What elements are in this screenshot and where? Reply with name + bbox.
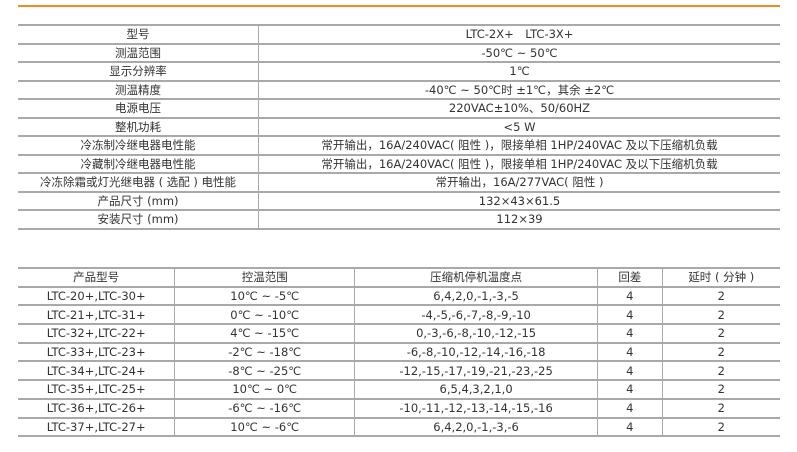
spec-value: -50℃ ~ 50℃: [258, 42, 780, 63]
table-row: LTC-21+,LTC-31+ 0℃ ~ -10℃ -4,-5,-6,-7,-8,-…: [18, 304, 780, 326]
spec-label: 显示分辨率: [18, 61, 259, 82]
table-row: LTC-20+,LTC-30+ 10℃ ~ -5℃ 6,4,2,0,-1,-3,-5…: [18, 285, 780, 307]
table-row: LTC-36+,LTC-26+ -6℃ ~ -16℃ -10,-11,-12,-13…: [18, 397, 780, 419]
table-cell: LTC-35+,LTC-25+: [18, 379, 176, 400]
spec-value: -40℃ ~ 50℃时 ±1℃，其余 ±2℃: [258, 79, 780, 100]
spec-row: 冷冻制冷继电器电性能 常开输出，16A/240VAC( 阻性 )，限接单相 1HP…: [18, 135, 780, 156]
table-cell: 4: [597, 416, 663, 438]
table-cell: 4: [597, 304, 663, 326]
spec-row: 测温范围 -50℃ ~ 50℃: [18, 42, 780, 63]
table-cell: 4: [597, 285, 663, 307]
table-cell: 2: [662, 397, 780, 419]
table-cell: 2: [662, 341, 780, 363]
spec-value: 220VAC±10%、50/60HZ: [258, 98, 780, 119]
spec-value: 112×39: [258, 209, 780, 230]
spec-row: 安装尺寸 (mm) 112×39: [18, 209, 780, 230]
spec-value: 常开输出，16A/240VAC( 阻性 )，限接单相 1HP/240VAC 及以…: [258, 135, 780, 156]
table-cell: -4,-5,-6,-7,-8,-9,-10: [354, 304, 599, 326]
column-header: 回差: [597, 267, 663, 288]
model-table: 产品型号 控温范围 压缩机停机温度点 回差 延时 ( 分钟 ) LTC-20+,LTC-3…: [18, 267, 780, 438]
table-cell: 10℃ ~ -5℃: [174, 285, 356, 307]
table-cell: LTC-33+,LTC-23+: [18, 341, 176, 363]
table-cell: LTC-36+,LTC-26+: [18, 397, 176, 419]
table-cell: LTC-32+,LTC-22+: [18, 323, 176, 344]
table-row: LTC-35+,LTC-25+ 10℃ ~ 0℃ 6,5,4,3,2,1,0 4 2: [18, 379, 780, 400]
table-cell: 6,5,4,3,2,1,0: [354, 379, 599, 400]
spec-value: 常开输出，16A/240VAC( 阻性 )，限接单相 1HP/240VAC 及以…: [258, 153, 780, 174]
table-cell: 4: [597, 323, 663, 344]
table-cell: -12,-15,-17,-19,-21,-23,-25: [354, 360, 599, 382]
column-header: 延时 ( 分钟 ): [662, 267, 780, 288]
table-cell: 4: [597, 360, 663, 382]
table-cell: -2℃ ~ -18℃: [174, 341, 356, 363]
table-cell: 2: [662, 304, 780, 326]
table-cell: -8℃ ~ -25℃: [174, 360, 356, 382]
table-cell: 2: [662, 285, 780, 307]
table-cell: -6,-8,-10,-12,-14,-16,-18: [354, 341, 599, 363]
table-cell: 4: [597, 379, 663, 400]
spec-label: 冷冻制冷继电器电性能: [18, 135, 259, 156]
table-cell: 2: [662, 323, 780, 344]
table-cell: 10℃ ~ -6℃: [174, 416, 356, 438]
table-cell: LTC-20+,LTC-30+: [18, 285, 176, 307]
accent-divider: [18, 5, 780, 7]
spec-row: 显示分辨率 1℃: [18, 61, 780, 82]
spec-value: LTC-2X+ LTC-3X+: [258, 24, 780, 45]
table-cell: 4℃ ~ -15℃: [174, 323, 356, 344]
table-cell: LTC-21+,LTC-31+: [18, 304, 176, 326]
table-cell: LTC-37+,LTC-27+: [18, 416, 176, 438]
spec-row: 整机功耗 <5 W: [18, 116, 780, 137]
spec-row: 产品尺寸 (mm) 132×43×61.5: [18, 190, 780, 211]
spec-row: 测温精度 -40℃ ~ 50℃时 ±1℃，其余 ±2℃: [18, 79, 780, 100]
table-row: LTC-34+,LTC-24+ -8℃ ~ -25℃ -12,-15,-17,-19…: [18, 360, 780, 382]
spec-label: 测温精度: [18, 79, 259, 100]
spec-label: 整机功耗: [18, 116, 259, 137]
table-row: LTC-33+,LTC-23+ -2℃ ~ -18℃ -6,-8,-10,-12,-…: [18, 341, 780, 363]
table-cell: 2: [662, 379, 780, 400]
table-cell: 10℃ ~ 0℃: [174, 379, 356, 400]
spec-label: 产品尺寸 (mm): [18, 190, 259, 211]
table-cell: 6,4,2,0,-1,-3,-6: [354, 416, 599, 438]
spec-value: <5 W: [258, 116, 780, 137]
spec-table: 型号 LTC-2X+ LTC-3X+ 测温范围 -50℃ ~ 50℃ 显示分辨率 1℃ 测温…: [18, 24, 780, 230]
table-cell: 2: [662, 416, 780, 438]
spec-row: 型号 LTC-2X+ LTC-3X+: [18, 24, 780, 45]
spec-label: 冷冻除霜或灯光继电器 ( 选配 ) 电性能: [18, 172, 259, 193]
spec-label: 安装尺寸 (mm): [18, 209, 259, 230]
table-cell: 4: [597, 341, 663, 363]
column-header: 产品型号: [18, 267, 176, 288]
table-cell: 2: [662, 360, 780, 382]
spec-value: 常开输出，16A/277VAC( 阻性 ): [258, 172, 780, 193]
table-cell: 4: [597, 397, 663, 419]
spec-label: 电源电压: [18, 98, 259, 119]
spec-row: 电源电压 220VAC±10%、50/60HZ: [18, 98, 780, 119]
column-header: 压缩机停机温度点: [354, 267, 599, 288]
spec-label: 型号: [18, 24, 259, 45]
spec-value: 132×43×61.5: [258, 190, 780, 211]
spec-row: 冷冻除霜或灯光继电器 ( 选配 ) 电性能 常开输出，16A/277VAC( 阻性…: [18, 172, 780, 193]
table-row: LTC-37+,LTC-27+ 10℃ ~ -6℃ 6,4,2,0,-1,-3,-6…: [18, 416, 780, 438]
table-cell: -6℃ ~ -16℃: [174, 397, 356, 419]
table-cell: 6,4,2,0,-1,-3,-5: [354, 285, 599, 307]
table-cell: -10,-11,-12,-13,-14,-15,-16: [354, 397, 599, 419]
spec-label: 测温范围: [18, 42, 259, 63]
table-cell: 0℃ ~ -10℃: [174, 304, 356, 326]
spec-label: 冷藏制冷继电器电性能: [18, 153, 259, 174]
table-header-row: 产品型号 控温范围 压缩机停机温度点 回差 延时 ( 分钟 ): [18, 267, 780, 288]
table-row: LTC-32+,LTC-22+ 4℃ ~ -15℃ 0,-3,-6,-8,-10,-…: [18, 323, 780, 344]
spec-row: 冷藏制冷继电器电性能 常开输出，16A/240VAC( 阻性 )，限接单相 1HP…: [18, 153, 780, 174]
table-cell: LTC-34+,LTC-24+: [18, 360, 176, 382]
table-cell: 0,-3,-6,-8,-10,-12,-15: [354, 323, 599, 344]
spec-value: 1℃: [258, 61, 780, 82]
column-header: 控温范围: [174, 267, 356, 288]
